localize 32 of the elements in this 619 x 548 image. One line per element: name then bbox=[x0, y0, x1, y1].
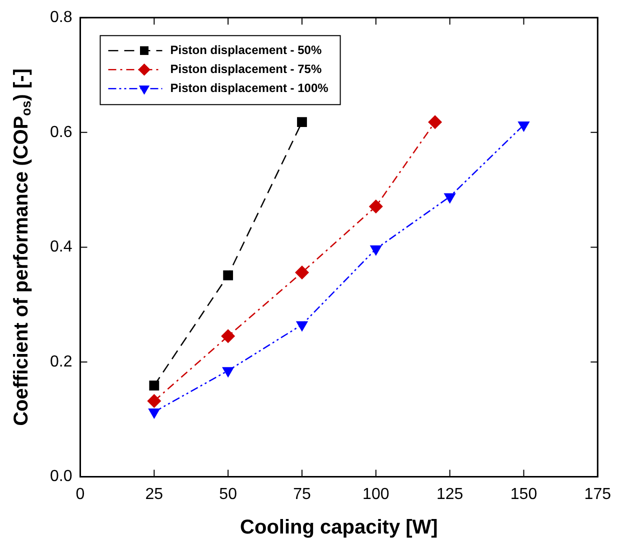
y-tick-label: 0.4 bbox=[50, 238, 72, 256]
point bbox=[223, 270, 234, 280]
point bbox=[149, 380, 160, 390]
point bbox=[148, 408, 160, 419]
y-axis-title: Coefficient of performance (COPos) [-] bbox=[10, 68, 34, 426]
legend-label: Piston displacement - 75% bbox=[170, 62, 322, 76]
y-tick-label: 0.6 bbox=[50, 124, 72, 141]
x-tick-label: 25 bbox=[145, 486, 164, 503]
point bbox=[222, 367, 234, 378]
point bbox=[444, 193, 456, 204]
legend-label: Piston displacement - 100% bbox=[170, 80, 329, 95]
x-tick-label: 75 bbox=[293, 486, 311, 503]
point bbox=[147, 394, 162, 408]
point bbox=[296, 321, 308, 332]
y-tick-label: 0.2 bbox=[50, 353, 72, 370]
point bbox=[294, 265, 309, 280]
point bbox=[518, 121, 530, 132]
point bbox=[297, 117, 307, 128]
x-tick-label: 175 bbox=[584, 486, 612, 503]
x-tick-label: 0 bbox=[76, 486, 85, 503]
x-tick-label: 100 bbox=[362, 486, 390, 503]
y-tick-label: 0.0 bbox=[50, 468, 72, 486]
x-tick-label: 150 bbox=[510, 486, 538, 503]
point bbox=[368, 199, 383, 214]
point bbox=[428, 115, 442, 130]
x-axis-title: Cooling capacity [W] bbox=[240, 516, 438, 539]
x-tick-label: 50 bbox=[219, 486, 238, 503]
y-tick-label: 0.8 bbox=[50, 9, 72, 26]
point bbox=[221, 329, 236, 344]
point bbox=[370, 245, 382, 256]
legend-label: Piston displacement - 50% bbox=[170, 42, 322, 57]
x-tick-label: 125 bbox=[436, 486, 464, 503]
